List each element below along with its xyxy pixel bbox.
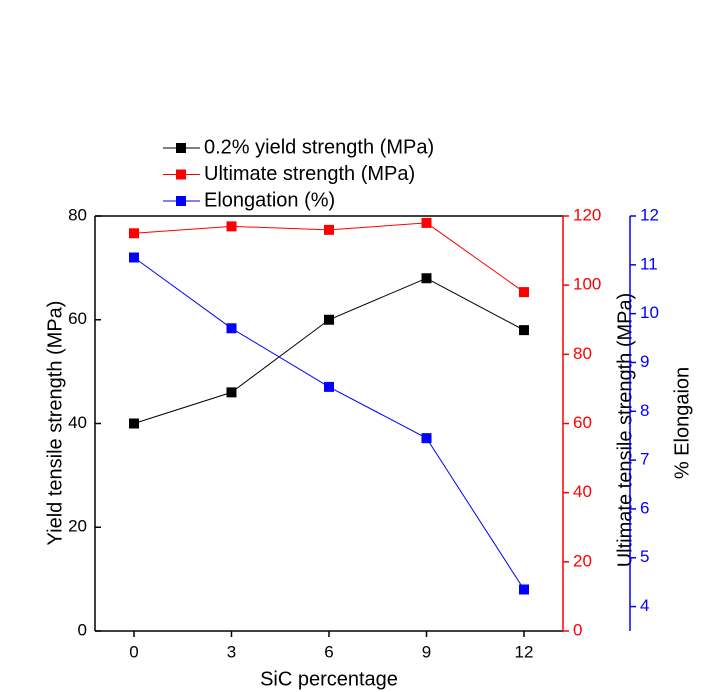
y2-tick-label: 0 [573,620,582,639]
legend-marker [176,143,186,153]
legend-label: 0.2% yield strength (MPa) [204,136,434,158]
legend-label: Elongation (%) [204,189,335,211]
marker [421,217,432,228]
y3-tick-label: 9 [640,352,649,371]
y-tick-label: 80 [68,205,87,224]
x-tick-label: 9 [422,642,431,661]
x-tick-label: 12 [515,642,534,661]
y2-tick-label: 40 [573,482,592,501]
marker [421,273,432,284]
marker [324,381,334,392]
y3-tick-label: 11 [640,254,658,273]
y2-tick-label: 100 [573,275,601,294]
marker [324,314,334,325]
y-tick-label: 60 [68,309,87,328]
marker [129,418,139,429]
y-tick-label: 0 [78,620,87,639]
marker [519,584,529,595]
x-tick-label: 6 [324,642,333,661]
series-line [133,257,525,590]
x-axis-label: SiC percentage [260,668,398,690]
x-tick-label: 0 [129,642,138,661]
y-axis-label: Yield tensile strength (MPa) [44,301,66,546]
marker [226,221,237,232]
y3-tick-label: 4 [640,596,649,615]
y3-tick-label: 6 [640,498,649,517]
marker [519,325,529,336]
y3-tick-label: 8 [640,401,649,420]
y3-axis-label: % Elongaion [671,367,693,479]
y2-tick-label: 80 [573,344,592,363]
x-tick-label: 3 [227,642,236,661]
y2-tick-label: 120 [573,205,601,224]
y3-tick-label: 7 [640,450,649,469]
y-tick-label: 40 [68,413,87,432]
marker [519,287,529,298]
y3-tick-label: 5 [640,547,649,566]
y2-tick-label: 60 [573,413,592,432]
y3-tick-label: 12 [640,205,659,224]
y2-tick-label: 20 [573,551,592,570]
marker [226,387,237,398]
marker [324,224,334,235]
y-tick-label: 20 [68,517,87,536]
y2-axis-label: Ultimate tensile strength (MPa) [614,293,636,568]
marker [129,252,139,263]
marker [421,433,432,444]
legend-marker [176,169,186,180]
marker [129,228,139,239]
legend-label: Ultimate strength (MPa) [204,163,415,185]
y3-tick-label: 10 [640,303,659,322]
marker [226,323,237,334]
legend-marker [176,196,186,206]
